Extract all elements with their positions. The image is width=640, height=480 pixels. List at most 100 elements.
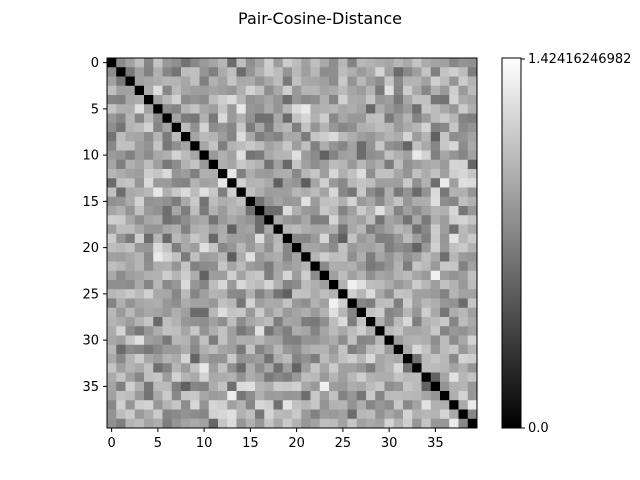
heatmap-cell [199,104,210,114]
heatmap-cell [440,400,450,410]
heatmap-cell [282,418,293,429]
heatmap-cell [393,141,404,151]
heatmap-cell [134,224,145,235]
heatmap-cell [208,104,219,114]
heatmap-cell [430,169,441,179]
heatmap-cell [116,252,126,262]
heatmap-cell [319,409,330,420]
heatmap-cell [162,113,173,124]
heatmap-cell [329,113,339,124]
heatmap-cell [190,289,200,299]
heatmap-cell [208,363,219,373]
y-tick-label: 0 [91,56,99,71]
heatmap-cell [384,298,395,309]
heatmap-cell [181,280,191,290]
heatmap-cell [190,400,200,410]
heatmap-cell [301,381,311,392]
heatmap-cell [366,243,376,253]
heatmap-cell [273,233,284,244]
heatmap-cell [467,252,478,262]
heatmap-cell [393,196,404,207]
heatmap-cell [421,243,432,253]
heatmap-cell [107,243,117,253]
heatmap-cell [181,224,191,235]
heatmap-cell [458,206,469,216]
heatmap-cell [264,76,274,87]
heatmap-cell [347,289,358,299]
y-tick-label: 20 [82,241,99,256]
heatmap-cell [347,252,358,262]
heatmap-cell [107,354,117,364]
heatmap-cell [245,178,256,188]
heatmap-cell [107,344,117,355]
heatmap-cell [116,289,126,299]
heatmap-cell [227,85,237,96]
heatmap-cell [440,132,450,142]
heatmap-cell [375,67,385,77]
heatmap-cell [440,354,450,364]
heatmap-cell [181,67,191,77]
x-tick-label: 20 [288,436,305,451]
heatmap-cell [393,261,404,272]
heatmap-cell [255,187,265,198]
heatmap-cell [208,280,219,290]
heatmap-cell [412,85,422,96]
heatmap-cell [393,372,404,383]
heatmap-cell [319,252,330,262]
heatmap-cell [125,122,136,133]
heatmap-cell [356,363,367,373]
heatmap-cell [347,215,358,225]
heatmap-cell [319,261,330,272]
heatmap-cell [208,317,219,327]
heatmap-cell [218,169,228,179]
heatmap-cell [171,326,182,336]
heatmap-cell [116,113,126,124]
heatmap-cell [310,317,321,327]
heatmap-cell [181,215,191,225]
heatmap-cell [449,354,459,364]
heatmap-cell [218,298,228,309]
heatmap-cell [181,187,191,198]
heatmap-cell [208,326,219,336]
heatmap-cell [292,67,302,77]
heatmap-cell [134,169,145,179]
heatmap-cell [107,67,117,77]
heatmap-cell [236,252,247,262]
heatmap-cell [199,76,210,87]
heatmap-cell [421,132,432,142]
heatmap-cell [319,335,330,346]
heatmap-cell [449,150,459,161]
heatmap-cell [181,335,191,346]
heatmap-cell [190,104,200,114]
heatmap-cell [227,150,237,161]
heatmap-cell [273,58,284,68]
heatmap-cell [292,141,302,151]
heatmap-cell [134,95,145,105]
heatmap-cell [347,206,358,216]
heatmap-cell [458,289,469,299]
heatmap-cell [375,132,385,142]
heatmap-cell [393,344,404,355]
heatmap-cell [319,326,330,336]
heatmap-cell [245,206,256,216]
heatmap-cell [199,187,210,198]
heatmap-cell [282,169,293,179]
heatmap-cell [430,141,441,151]
heatmap-cell [440,169,450,179]
heatmap-cell [449,132,459,142]
heatmap-cell [171,206,182,216]
heatmap-cell [255,317,265,327]
heatmap-cell [301,67,311,77]
heatmap-cell [292,169,302,179]
heatmap-cell [144,418,154,429]
heatmap-cell [162,391,173,401]
heatmap-cell [199,270,210,281]
heatmap-cell [384,289,395,299]
heatmap-cell [356,58,367,68]
heatmap-cell [190,58,200,68]
heatmap-cell [292,178,302,188]
heatmap-cell [301,243,311,253]
heatmap-cell [403,289,413,299]
heatmap-cell [347,196,358,207]
